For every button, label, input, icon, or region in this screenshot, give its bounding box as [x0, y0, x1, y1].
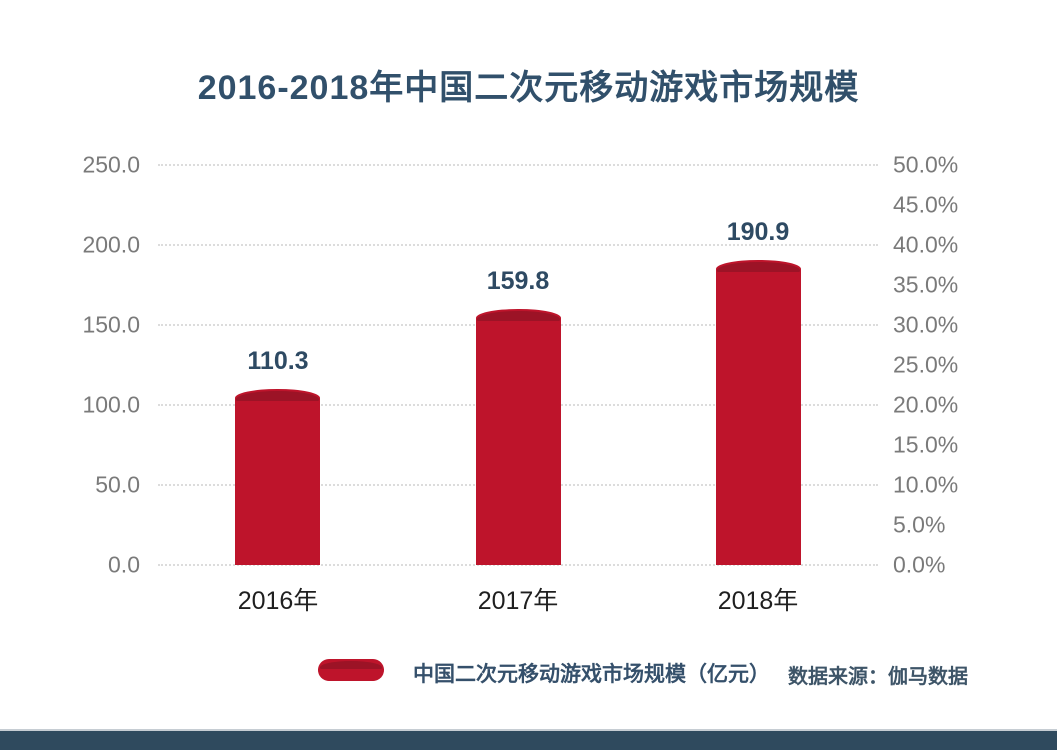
y-axis-right-tick: 40.0%: [893, 231, 959, 258]
category-label: 2018年: [717, 587, 799, 615]
bar: [715, 259, 801, 565]
y-axis-right-tick: 35.0%: [893, 271, 959, 298]
y-axis-right-tick: 30.0%: [893, 311, 959, 338]
legend-marker-icon: [318, 659, 384, 681]
source-label: 数据来源：伽马数据: [788, 666, 968, 688]
bar: [235, 388, 321, 565]
y-axis-left-tick: 150.0: [82, 311, 140, 338]
y-axis-right-tick: 10.0%: [893, 471, 959, 498]
gridline: [158, 564, 878, 566]
gridline: [158, 244, 878, 246]
gridline: [158, 164, 878, 166]
bar-value-label: 190.9: [726, 217, 790, 246]
chart-title: 2016-2018年中国二次元移动游戏市场规模: [197, 69, 860, 107]
bar-value-label: 110.3: [247, 346, 309, 375]
y-axis-left-tick: 100.0: [82, 391, 140, 418]
y-axis-right-tick: 5.0%: [893, 511, 946, 538]
y-axis-left-tick: 0.0: [108, 551, 140, 578]
y-axis-left: 250.0 200.0 150.0 100.0 50.0 0.0: [48, 152, 140, 578]
y-axis-right-tick: 45.0%: [893, 191, 959, 218]
y-axis-right-tick: 0.0%: [893, 551, 946, 578]
y-axis-left-tick: 50.0: [95, 471, 140, 498]
legend-label: 中国二次元移动游戏市场规模（亿元）: [413, 663, 770, 686]
y-axis-right-tick: 25.0%: [893, 351, 959, 378]
y-axis-right-tick: 20.0%: [893, 391, 959, 418]
category-label: 2016年: [237, 587, 319, 615]
y-axis-left-tick: 200.0: [82, 231, 140, 258]
footer-bar: [0, 729, 1057, 750]
y-axis-right-tick: 50.0%: [893, 151, 959, 178]
category-label: 2017年: [477, 587, 559, 615]
plot-area: 110.3 2016年 159.8 2017年 190.9 2018年: [158, 164, 878, 615]
bar: [475, 309, 561, 565]
y-axis-right: 50.0% 45.0% 40.0% 35.0% 30.0% 25.0% 20.0% 15.0%…: [893, 152, 993, 578]
bar-value-label: 159.8: [486, 267, 550, 296]
y-axis-left-tick: 250.0: [82, 151, 140, 178]
y-axis-right-tick: 15.0%: [893, 431, 959, 458]
